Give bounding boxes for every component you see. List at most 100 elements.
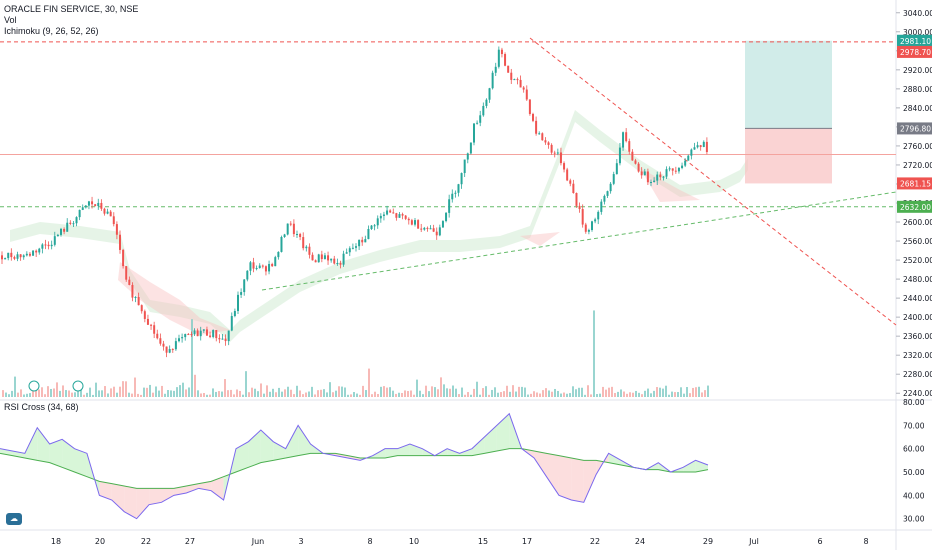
- time-tick-label: 6: [817, 537, 822, 546]
- ascending-trendline: [261, 191, 897, 291]
- volume-bar: [179, 385, 181, 397]
- volume-bar: [557, 390, 559, 397]
- volume-bar: [305, 392, 307, 397]
- candle-body: [395, 213, 398, 218]
- volume-bar: [422, 394, 424, 397]
- tradingview-logo-icon[interactable]: ☁: [6, 513, 22, 525]
- rsi-fill-segment: [459, 448, 472, 456]
- volume-bar: [620, 389, 622, 397]
- volume-bar: [227, 390, 229, 397]
- candle-body: [615, 163, 618, 175]
- candle-body: [435, 231, 438, 236]
- volume-bar: [11, 390, 13, 397]
- rsi-fill-segment: [558, 455, 572, 500]
- candle-body: [674, 170, 677, 172]
- candle-body: [622, 132, 625, 148]
- volume-bar: [551, 391, 553, 397]
- volume-bar: [245, 371, 247, 397]
- price-label-badge: [897, 45, 932, 58]
- rsi-fill-segment: [211, 476, 224, 500]
- candle-body: [75, 217, 78, 224]
- volume-bar: [56, 382, 58, 397]
- candle-body: [283, 234, 286, 238]
- volume-bar: [512, 385, 514, 397]
- ichimoku-indicator-label[interactable]: Ichimoku (9, 26, 52, 26): [4, 26, 99, 36]
- time-tick-label: Jun: [251, 537, 265, 546]
- candle-body: [494, 66, 497, 73]
- rsi-indicator-label[interactable]: RSI Cross (34, 68): [4, 402, 79, 412]
- volume-bar: [494, 387, 496, 397]
- volume-bar: [209, 394, 211, 397]
- candle-body: [432, 228, 435, 232]
- volume-bar: [269, 391, 271, 397]
- volume-bar: [461, 387, 463, 397]
- volume-bar: [143, 387, 145, 397]
- candle-body: [202, 329, 205, 331]
- candle-body: [299, 234, 302, 238]
- volume-indicator-label[interactable]: Vol: [4, 15, 17, 25]
- volume-bar: [107, 393, 109, 397]
- volume-bar: [692, 387, 694, 397]
- volume-bar: [704, 390, 706, 397]
- candle-body: [572, 183, 575, 194]
- candle-body: [227, 330, 230, 342]
- candle-body: [165, 346, 168, 353]
- candle-body: [528, 99, 531, 114]
- candle-body: [134, 296, 137, 298]
- volume-bar: [314, 394, 316, 397]
- candle-body: [255, 268, 258, 270]
- rsi-tick-label: 60.00: [903, 445, 925, 454]
- candle-body: [681, 165, 684, 168]
- volume-bar: [590, 394, 592, 397]
- candle-body: [671, 168, 674, 171]
- candle-body: [153, 325, 156, 334]
- volume-bar: [638, 392, 640, 397]
- volume-bar: [452, 385, 454, 397]
- volume-bar: [284, 389, 286, 397]
- candle-body: [94, 204, 97, 206]
- rsi-legend: RSI Cross (34, 68): [4, 402, 79, 412]
- candle-body: [410, 220, 413, 225]
- candle-body: [302, 237, 305, 249]
- volume-bar: [482, 388, 484, 397]
- volume-bar: [317, 390, 319, 397]
- candle-body: [485, 99, 488, 106]
- volume-bar: [644, 390, 646, 397]
- candle-body: [196, 330, 199, 337]
- candle-body: [237, 294, 239, 312]
- volume-bar: [401, 392, 403, 397]
- candle-body: [137, 296, 140, 306]
- rsi-fill-segment: [409, 444, 423, 456]
- rsi-fill-segment: [124, 486, 137, 519]
- volume-bar: [5, 392, 7, 397]
- volume-bar: [413, 394, 415, 397]
- rsi-fill-segment: [198, 481, 212, 491]
- volume-bar: [623, 391, 625, 397]
- candle-body: [314, 260, 317, 263]
- volume-bar: [419, 390, 421, 397]
- volume-bar: [425, 385, 427, 397]
- time-tick-label: 20: [95, 537, 105, 546]
- volume-bar: [119, 386, 121, 397]
- candle-body: [128, 279, 131, 285]
- rsi-fill-segment: [472, 437, 485, 456]
- volume-bar: [383, 386, 385, 397]
- candle-body: [171, 349, 174, 351]
- candle-body: [662, 176, 665, 178]
- candle-body: [581, 209, 584, 225]
- rsi-fill-segment: [695, 460, 708, 472]
- volume-bar: [281, 391, 283, 397]
- volume-bar: [287, 386, 289, 397]
- candle-body: [556, 152, 559, 154]
- rsi-fill-segment: [546, 453, 559, 496]
- volume-bar: [476, 381, 478, 397]
- volume-bar: [170, 390, 172, 397]
- candle-body: [609, 183, 612, 192]
- candle-body: [10, 252, 13, 258]
- candle-body: [190, 334, 193, 336]
- rsi-fill-segment: [236, 441, 249, 472]
- candle-body: [696, 145, 699, 148]
- volume-bar: [158, 390, 160, 397]
